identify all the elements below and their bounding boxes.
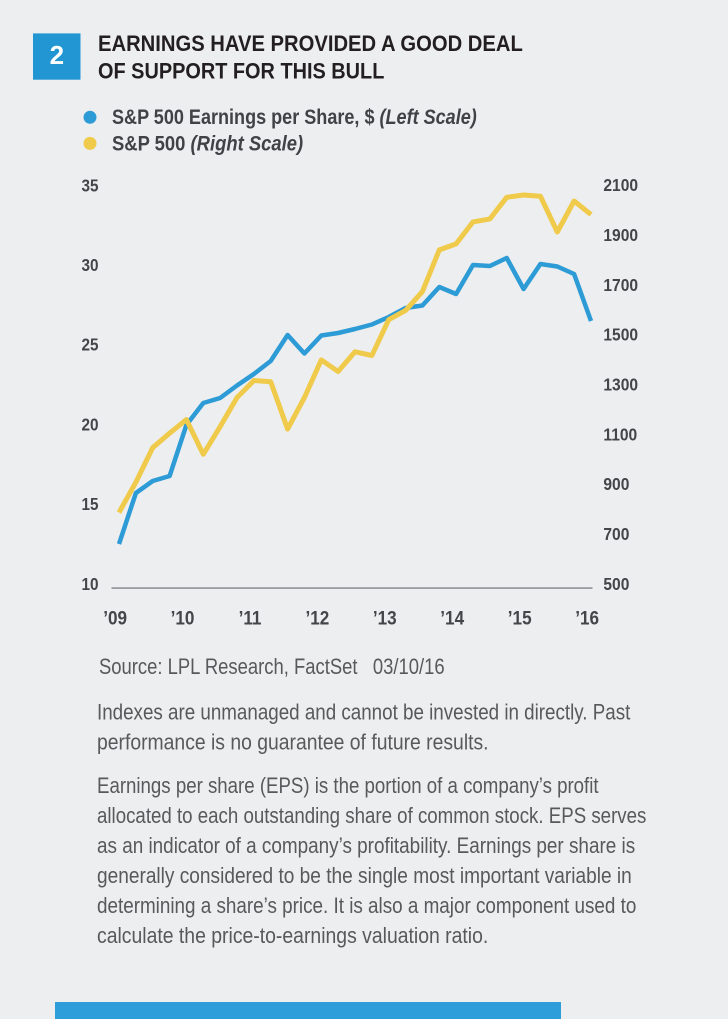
svg-text:Source: LPL Research, FactSet: Source: LPL Research, FactSet 03/10/16: [99, 654, 445, 679]
svg-text:allocated to each outstanding: allocated to each outstanding share of c…: [97, 803, 646, 828]
svg-text:Earnings per share (EPS) is th: Earnings per share (EPS) is the portion …: [97, 773, 599, 798]
svg-text:1700: 1700: [603, 276, 638, 295]
svg-text:EARNINGS HAVE PROVIDED A GOOD: EARNINGS HAVE PROVIDED A GOOD DEAL: [98, 31, 523, 56]
svg-text:1900: 1900: [603, 226, 638, 245]
svg-text:1500: 1500: [603, 326, 638, 345]
svg-text:’13: ’13: [373, 606, 397, 628]
svg-text:30: 30: [81, 256, 98, 275]
svg-text:25: 25: [81, 336, 98, 355]
svg-text:OF SUPPORT FOR THIS BULL: OF SUPPORT FOR THIS BULL: [98, 59, 384, 84]
svg-text:S&P 500 (Right Scale): S&P 500 (Right Scale): [112, 132, 303, 155]
svg-text:determining a share’s price. I: determining a share’s price. It is also …: [97, 894, 636, 919]
svg-text:1100: 1100: [603, 426, 637, 445]
svg-text:1300: 1300: [603, 376, 638, 395]
svg-text:500: 500: [603, 575, 629, 594]
svg-text:’14: ’14: [440, 606, 465, 628]
svg-text:900: 900: [603, 476, 629, 495]
svg-text:20: 20: [81, 416, 98, 435]
svg-text:as an indicator of a company’s: as an indicator of a company’s profitabi…: [97, 834, 635, 859]
svg-text:’12: ’12: [305, 606, 329, 628]
svg-text:2100: 2100: [603, 177, 638, 196]
svg-text:35: 35: [81, 177, 98, 196]
svg-text:2: 2: [50, 40, 64, 70]
svg-text:700: 700: [603, 525, 629, 544]
svg-text:generally considered to be the: generally considered to be the single mo…: [97, 864, 632, 889]
svg-text:Indexes are unmanaged and cann: Indexes are unmanaged and cannot be inve…: [97, 700, 631, 725]
svg-text:S&P 500 Earnings per Share, $: S&P 500 Earnings per Share, $ (Left Scal…: [112, 106, 477, 129]
svg-text:performance is no guarantee of: performance is no guarantee of future re…: [97, 730, 489, 755]
svg-text:’09: ’09: [103, 606, 127, 628]
svg-text:’11: ’11: [239, 606, 262, 628]
svg-text:15: 15: [81, 495, 98, 514]
svg-text:’10: ’10: [171, 606, 195, 628]
svg-text:10: 10: [81, 575, 98, 594]
svg-text:’15: ’15: [508, 606, 532, 628]
svg-text:calculate the price-to-earning: calculate the price-to-earnings valuatio…: [97, 924, 488, 949]
svg-text:’16: ’16: [575, 606, 599, 628]
